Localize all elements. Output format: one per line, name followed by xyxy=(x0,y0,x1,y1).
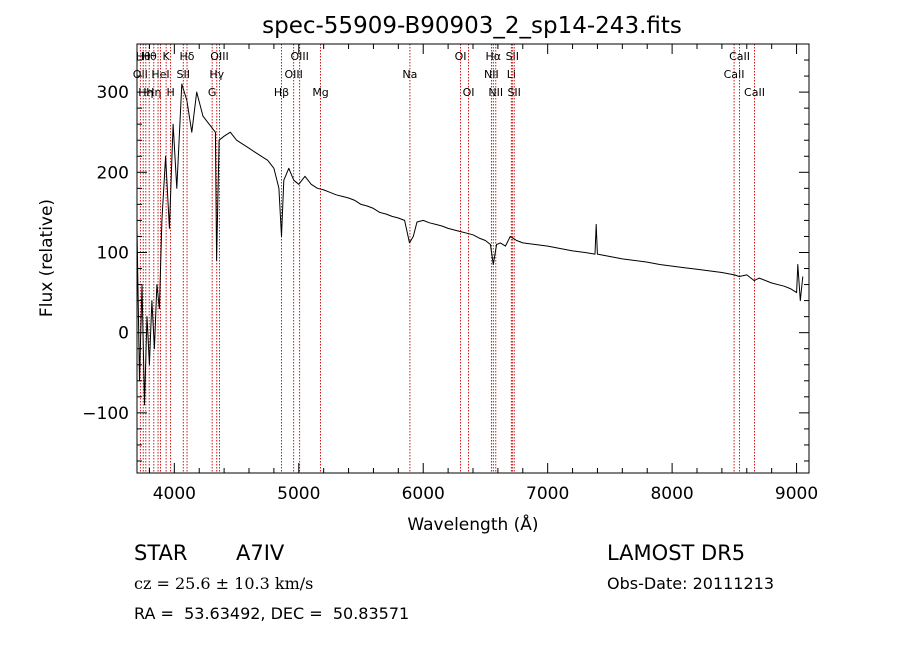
y-tick-label: 300 xyxy=(97,83,129,103)
y-tick-label: 200 xyxy=(97,163,129,183)
x-tick-label: 4000 xyxy=(153,484,196,504)
spectral-line-label: HeI xyxy=(151,68,169,81)
coordinates: RA = 53.63492, DEC = 50.83571 xyxy=(134,604,410,623)
spectral-line-label: SII xyxy=(507,86,520,99)
spectral-line-label: G xyxy=(208,86,217,99)
spectral-line-label: CaII xyxy=(744,86,765,99)
spectral-line-label: SII xyxy=(177,68,190,81)
spectral-line-label: K xyxy=(163,50,171,63)
y-tick-label: 100 xyxy=(97,243,129,263)
axis-ticks: 4000 5000 6000 7000 8000 9000 −100 0 100 200 300 xyxy=(82,44,818,504)
spectral-line-label: CaII xyxy=(724,68,745,81)
spectral-line-label: Hη xyxy=(146,86,161,99)
survey-name: LAMOST DR5 xyxy=(607,541,746,565)
x-tick-label: 9000 xyxy=(775,484,818,504)
spectral-line-label: CaII xyxy=(729,50,750,63)
spectral-line-label: OI xyxy=(463,86,475,99)
spectral-line-label: Hβ xyxy=(274,86,289,99)
object-subclass: A7IV xyxy=(236,541,285,565)
spectral-line-label: Hδ xyxy=(180,50,195,63)
spectral-line-label: OIII xyxy=(284,68,302,81)
y-tick-label: −100 xyxy=(82,404,129,424)
redshift-velocity: cz = 25.6 ± 10.3 km/s xyxy=(134,574,314,593)
y-tick-label: 0 xyxy=(118,324,129,344)
spectral-line-label: SII xyxy=(506,50,519,63)
spectral-line-label: NII xyxy=(484,68,499,81)
spectral-line-label: Li xyxy=(507,68,516,81)
spectral-lines: OIIHθHηHθHηHeIKHSIIHδGHγOIIIHβOIIIOIIIMg… xyxy=(133,44,765,473)
spectral-line-label: H xyxy=(166,86,174,99)
x-tick-label: 5000 xyxy=(277,484,320,504)
spectrum-line-0 xyxy=(136,83,804,406)
spectral-line-label: OI xyxy=(455,50,467,63)
spectrum-series xyxy=(136,83,804,406)
x-tick-label: 6000 xyxy=(402,484,445,504)
spectral-line-label: OIII xyxy=(290,50,308,63)
x-tick-label: 8000 xyxy=(650,484,693,504)
x-tick-label: 7000 xyxy=(526,484,569,504)
plot-frame xyxy=(136,43,810,474)
spectral-line-label: Mg xyxy=(312,86,328,99)
spectral-line-label: Hα xyxy=(486,50,502,63)
chart-title: spec-55909-B90903_2_sp14-243.fits xyxy=(262,13,682,39)
spectral-line-label: Na xyxy=(402,68,417,81)
spectral-line-label: Hθ xyxy=(142,50,157,63)
observation-date: Obs-Date: 20111213 xyxy=(607,574,775,593)
spectral-line-label: NII xyxy=(488,86,503,99)
spectral-line-label: OIII xyxy=(210,50,228,63)
spectral-line-label: Hγ xyxy=(209,68,224,81)
y-axis-label: Flux (relative) xyxy=(37,199,57,317)
object-class: STAR xyxy=(134,541,188,565)
x-axis-label: Wavelength (Å) xyxy=(407,513,538,535)
